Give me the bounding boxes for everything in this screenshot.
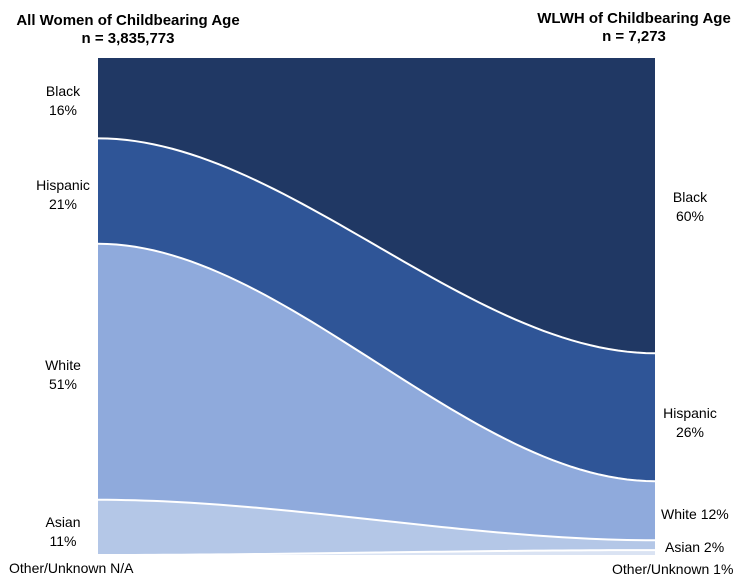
left-group-title: All Women of Childbearing Age n = 3,835,…	[8, 12, 248, 48]
separator-3	[97, 498, 656, 542]
band-asian	[98, 499, 655, 555]
left-group-title-text: All Women of Childbearing Age	[16, 12, 240, 29]
right-label-asian: Asian 2%	[665, 539, 725, 555]
right-label-other: Other/Unknown 1%	[612, 561, 734, 577]
band-white	[98, 243, 655, 541]
separator-1	[97, 137, 656, 355]
right-label-black: Black 60%	[672, 189, 708, 224]
left-label-black: Black 16%	[45, 83, 81, 118]
band-black	[98, 58, 655, 354]
left-label-hispanic: Hispanic 21%	[36, 177, 90, 212]
right-group-n: n = 7,273	[602, 28, 666, 45]
left-label-other: Other/Unknown N/A	[9, 560, 134, 576]
left-group-n: n = 3,835,773	[81, 30, 175, 47]
band-hispanic	[98, 138, 655, 482]
separator-4	[98, 549, 655, 556]
left-label-asian: Asian 11%	[45, 514, 81, 549]
right-group-title: WLWH of Childbearing Age n = 7,273	[528, 10, 740, 46]
separator-2	[97, 242, 656, 483]
right-group-title-text: WLWH of Childbearing Age	[537, 10, 731, 27]
right-label-hispanic: Hispanic 26%	[663, 405, 717, 440]
right-label-white: White 12%	[661, 506, 729, 522]
left-label-white: White 51%	[45, 357, 81, 392]
